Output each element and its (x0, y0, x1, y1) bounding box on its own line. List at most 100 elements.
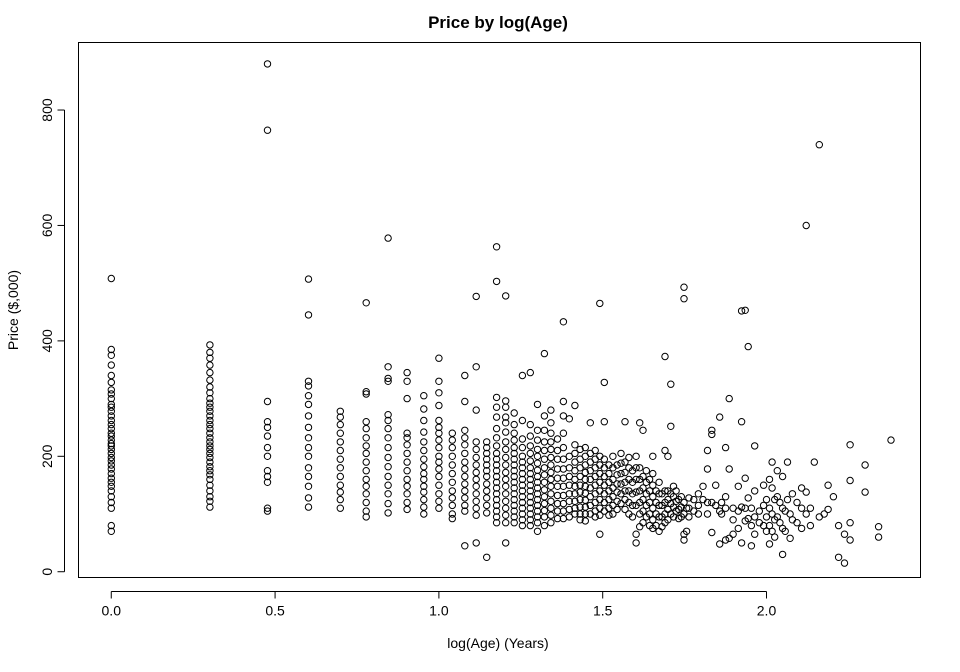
data-point (107, 351, 116, 359)
data-point (206, 497, 214, 505)
data-point (632, 475, 640, 484)
data-point (206, 467, 214, 475)
data-point (747, 504, 756, 512)
data-point (609, 493, 617, 501)
data-point (773, 467, 781, 475)
data-point (435, 436, 443, 444)
data-point (649, 493, 657, 501)
data-point (682, 504, 691, 512)
data-point (304, 311, 313, 319)
data-point (304, 494, 313, 502)
data-point (621, 505, 629, 514)
data-point (778, 550, 787, 559)
data-point (461, 480, 469, 488)
data-point (547, 519, 555, 527)
data-point (591, 481, 599, 489)
data-point (206, 399, 214, 407)
data-point (510, 449, 518, 458)
data-point (263, 478, 272, 486)
data-point (694, 490, 703, 498)
data-point (725, 394, 733, 403)
data-point (783, 495, 792, 504)
data-point (206, 442, 214, 450)
data-point (581, 443, 589, 452)
data-point (518, 371, 527, 380)
data-point (206, 438, 214, 446)
data-point (526, 481, 534, 489)
data-point (547, 497, 555, 505)
data-point (565, 481, 573, 489)
data-point (617, 449, 625, 458)
data-point (636, 523, 644, 531)
data-point (744, 342, 752, 351)
data-point (502, 539, 510, 547)
data-point (403, 505, 411, 514)
data-point (636, 464, 644, 472)
data-point (435, 504, 443, 512)
data-point (362, 467, 370, 475)
data-point (737, 539, 746, 547)
data-point (206, 463, 214, 471)
data-point (206, 453, 214, 462)
data-point (206, 493, 214, 501)
data-point (448, 478, 456, 486)
data-point (802, 510, 810, 518)
data-point (510, 429, 518, 437)
data-point (461, 501, 469, 510)
data-point (107, 400, 116, 409)
data-point (206, 445, 214, 454)
data-point (448, 510, 456, 518)
y-tick-label: 600 (39, 214, 55, 238)
data-point (540, 464, 549, 472)
data-point (336, 438, 344, 446)
data-point (492, 495, 501, 504)
data-point (759, 501, 768, 510)
data-point (263, 467, 272, 475)
data-point (834, 521, 843, 530)
data-point (540, 438, 549, 446)
data-point (263, 397, 272, 406)
data-point (737, 503, 746, 511)
data-point (304, 464, 313, 472)
data-point (510, 455, 518, 463)
data-point (797, 484, 806, 492)
data-point (533, 436, 542, 444)
data-point (263, 452, 272, 460)
data-point (206, 412, 214, 420)
data-point (502, 292, 510, 300)
data-point (206, 458, 214, 466)
data-point (362, 507, 370, 515)
data-point (362, 434, 370, 442)
data-point (632, 488, 640, 496)
data-point (609, 501, 617, 510)
data-point (765, 475, 774, 484)
data-point (840, 559, 849, 567)
data-point (336, 420, 344, 429)
data-point (107, 416, 116, 425)
data-point (483, 449, 491, 458)
data-point (362, 490, 370, 498)
y-tick-label: 200 (39, 444, 55, 468)
data-point (206, 394, 214, 403)
data-point (435, 401, 443, 410)
data-point (581, 468, 589, 477)
data-point (613, 461, 621, 469)
data-point (781, 527, 789, 535)
data-point (596, 530, 604, 538)
data-point (802, 221, 810, 230)
data-point (547, 511, 555, 519)
data-point (768, 484, 776, 492)
data-point (788, 490, 797, 498)
data-point (420, 510, 428, 518)
data-point (384, 463, 392, 471)
data-point (518, 481, 527, 489)
data-point (510, 443, 518, 452)
data-point (492, 484, 501, 492)
data-point (448, 501, 456, 510)
data-point (887, 436, 895, 444)
data-point (461, 542, 469, 550)
data-point (617, 499, 625, 508)
data-point (420, 475, 428, 484)
data-point (571, 510, 579, 518)
data-point (518, 498, 527, 507)
